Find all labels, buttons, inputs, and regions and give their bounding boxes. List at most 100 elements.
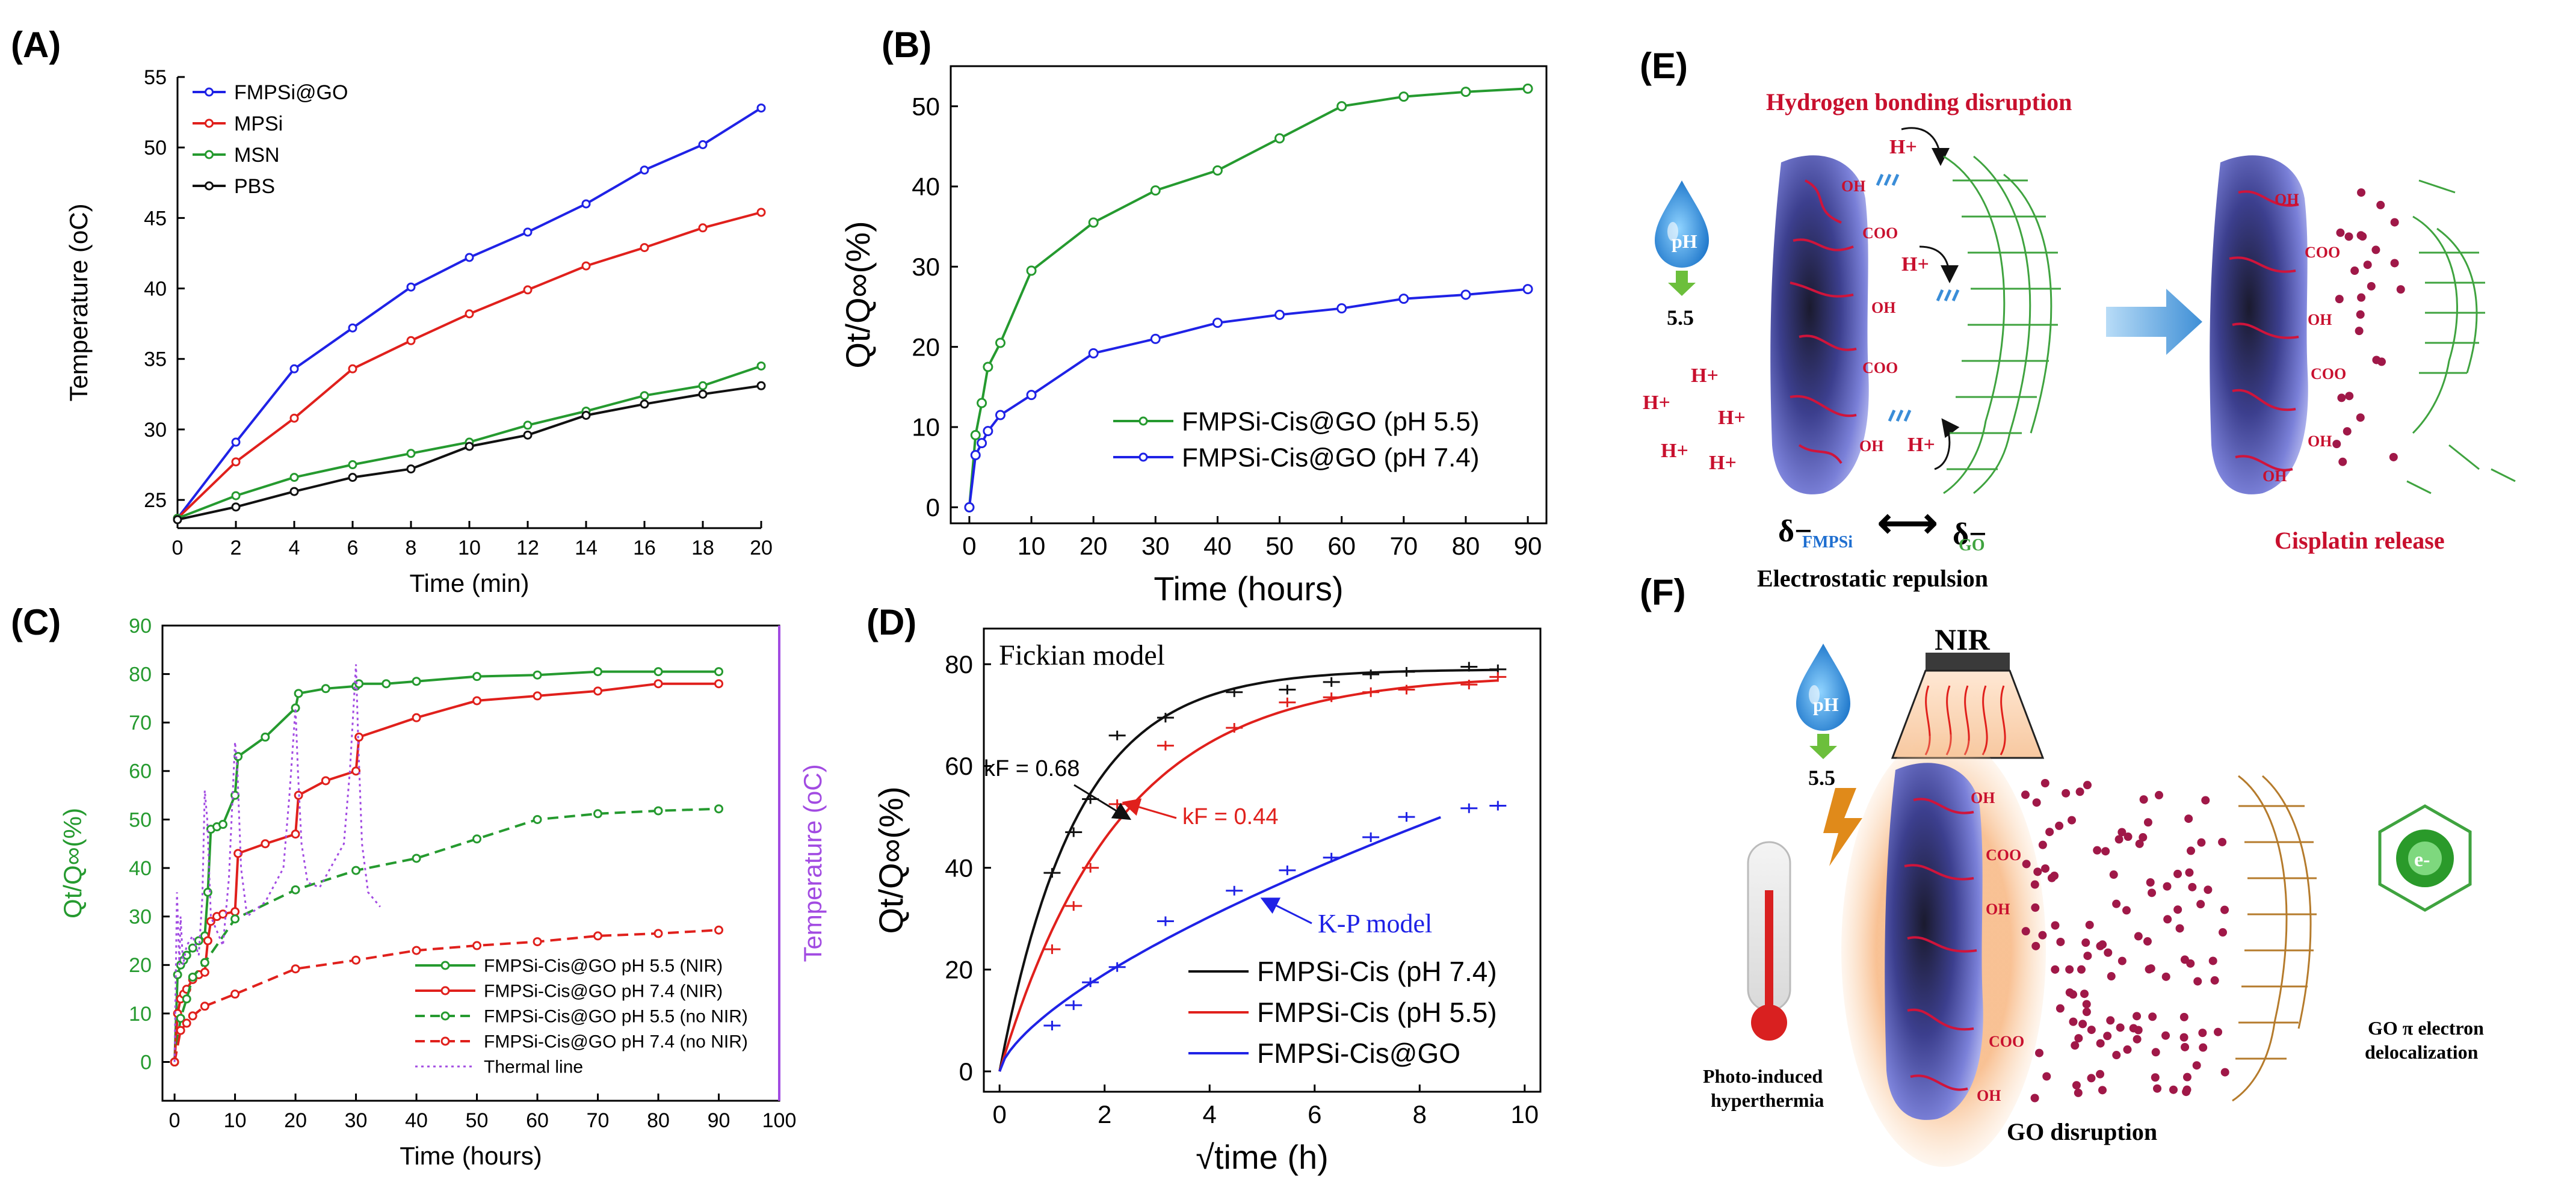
cisplatin-dot xyxy=(2074,1034,2083,1043)
legend-label-C: FMPSi-Cis@GO pH 5.5 (NIR) xyxy=(484,956,723,976)
oh-label-f2: OH xyxy=(1986,900,2010,918)
cisplatin-dot xyxy=(2085,920,2094,929)
y-tick-label-C: 40 xyxy=(129,857,152,880)
data-point-fmpsi-go xyxy=(406,282,416,292)
cisplatin-dot xyxy=(2376,200,2385,209)
cisplatin-dot xyxy=(2148,888,2157,897)
data-point-fmpsi-cis-go-ph-5-5-no-nir xyxy=(593,809,603,819)
cisplatin-dot xyxy=(2154,790,2163,799)
data-point-fmpsi-cis-go-ph-5-5-no-nir xyxy=(533,814,542,824)
cisplatin-dot xyxy=(2372,355,2381,365)
cisplatin-dot xyxy=(2124,832,2133,842)
data-point-fmpsi-cis-go-ph-7-4 xyxy=(983,426,993,437)
cisplatin-dot xyxy=(2151,1073,2160,1082)
data-point-fmpsi-cis-go-ph-5-5 xyxy=(977,398,987,408)
y-tick-label-D: 80 xyxy=(945,650,973,679)
y-tick-label-A: 40 xyxy=(144,277,167,300)
benzene-electron-icon xyxy=(2378,804,2472,912)
ph-droplet-icon xyxy=(1655,180,1709,268)
y-tick-label-B: 30 xyxy=(912,253,940,281)
x-tick-label-B: 0 xyxy=(962,532,976,560)
x-axis-label-C: Time (hours) xyxy=(400,1142,542,1170)
cisplatin-dot xyxy=(2040,779,2049,788)
x-tick-label-D: 4 xyxy=(1203,1100,1217,1128)
series-line-fmpsi-cis-go-ph-7-4-nir xyxy=(173,682,719,1062)
data-point-mpsi xyxy=(756,208,766,217)
data-point-fmpsi-cis-go-ph-5-5-nir xyxy=(412,677,421,686)
data-point-fmpsi-cis-go-ph-7-4-no-nir xyxy=(714,925,724,935)
y-tick-label-D: 40 xyxy=(945,854,973,882)
h-plus-2: H+ xyxy=(1643,392,1670,414)
coo-label-2: COO xyxy=(1862,359,1898,377)
ph-value-label-f: 5.5 xyxy=(1808,766,1835,790)
data-point-mpsi xyxy=(231,457,241,467)
legend-label-C: FMPSi-Cis@GO pH 7.4 (NIR) xyxy=(484,982,723,1002)
y-tick-label-C: 30 xyxy=(129,906,152,929)
h-plus-5: H+ xyxy=(1709,452,1737,474)
cisplatin-dot xyxy=(2075,787,2084,796)
data-point-fmpsi-cis-go-ph-5-5-no-nir xyxy=(200,958,209,967)
cisplatin-dot xyxy=(2117,956,2127,965)
cisplatin-dot xyxy=(2134,1026,2143,1035)
data-point-mpsi xyxy=(581,261,591,271)
x-tick-label-D: 8 xyxy=(1413,1100,1427,1128)
cisplatin-dot xyxy=(2033,867,2042,876)
x-tick-label-D: 6 xyxy=(1308,1100,1321,1128)
kf-044-arrow xyxy=(1122,798,1177,819)
legend-marker-C xyxy=(440,961,450,970)
cisplatin-dot xyxy=(2062,789,2071,798)
cisplatin-dot xyxy=(2032,798,2041,807)
data-point-fmpsi-go xyxy=(465,253,474,262)
data-point-fmpsi-cis-go-ph-5-5 xyxy=(970,429,981,440)
data-point-fmpsi-cis-go-ph-7-4-no-nir xyxy=(351,955,361,965)
x-tick-label-A: 12 xyxy=(516,537,539,559)
chart-c-nir-release: 0 10 20 30 40 50 60 70 80 90 100 0 10 20 30 40 50 60 70 80 9… xyxy=(58,615,827,1170)
x-tick-label-C: 100 xyxy=(762,1109,797,1132)
series-line-thermal-line xyxy=(173,664,381,1062)
cisplatin-dot xyxy=(2087,1074,2096,1083)
cisplatin-dot xyxy=(2083,781,2092,790)
cisplatin-dot xyxy=(2096,941,2105,950)
legend-label-A: PBS xyxy=(234,175,275,198)
x-tick-label-B: 90 xyxy=(1514,532,1542,560)
panel-label-f: (F) xyxy=(1640,572,1686,612)
x-tick-label-A: 2 xyxy=(230,537,242,559)
oh-label-f3: OH xyxy=(1977,1087,2001,1104)
data-point-fmpsi-cis-go-ph-5-5 xyxy=(983,362,993,372)
data-point-fmpsi-cis-go-ph-5-5 xyxy=(995,337,1005,348)
ph-down-arrow-icon-f xyxy=(1809,734,1837,759)
lightning-icon xyxy=(1823,788,1862,866)
data-point-fmpsi-go xyxy=(523,227,533,237)
cisplatin-dot xyxy=(2071,1041,2080,1050)
data-point-fmpsi-cis-go-ph-5-5-no-nir xyxy=(182,994,191,1004)
data-point-pbs xyxy=(465,442,474,451)
x-tick-label-A: 10 xyxy=(458,537,481,559)
cisplatin-dot xyxy=(2371,245,2380,254)
cisplatin-dot xyxy=(2051,921,2060,930)
cisplatin-dot xyxy=(2083,952,2092,961)
x-tick-label-B: 10 xyxy=(1018,532,1046,560)
data-point-msn xyxy=(406,449,416,458)
data-point-mpsi xyxy=(698,223,708,233)
cisplatin-dot xyxy=(2199,1043,2208,1052)
h-plus-3: H+ xyxy=(1718,407,1746,429)
ph-value-label: 5.5 xyxy=(1667,306,1694,330)
cisplatin-dot xyxy=(2204,885,2213,894)
transition-arrow-icon xyxy=(2106,289,2202,355)
cisplatin-dot xyxy=(2042,1072,2051,1081)
x-tick-label-C: 70 xyxy=(587,1109,610,1132)
h-plus-bond-1: H+ xyxy=(1889,136,1917,158)
data-point-fmpsi-cis-go-ph-5-5-no-nir xyxy=(351,866,361,875)
cisplatin-dot xyxy=(2163,915,2172,924)
legend-marker-C xyxy=(440,1036,450,1046)
cisplatin-dot xyxy=(2188,882,2197,891)
data-point-fmpsi-cis-go-ph-7-4-nir xyxy=(203,936,212,946)
cisplatin-dot xyxy=(2031,903,2040,912)
legend-marker-A xyxy=(205,118,214,128)
cisplatin-dot xyxy=(2145,965,2154,974)
data-point-pbs xyxy=(348,473,357,482)
cisplatin-dot xyxy=(2214,1027,2223,1036)
cisplatin-dot xyxy=(2022,860,2031,869)
cisplatin-dot xyxy=(2109,870,2118,879)
nir-label: NIR xyxy=(1935,623,1991,656)
